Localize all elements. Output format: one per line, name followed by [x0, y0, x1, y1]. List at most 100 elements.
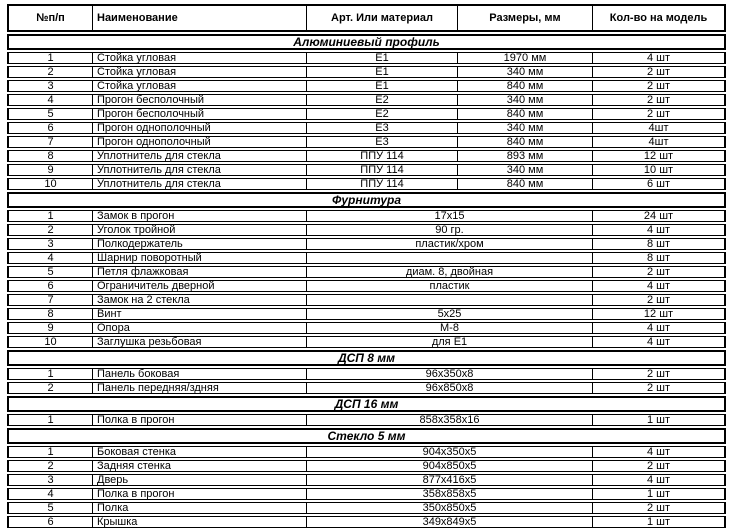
name-cell: Прогон бесполочный [92, 108, 306, 120]
table-row: 7 Прогон однополочный Е3 840 мм 4шт [7, 136, 726, 148]
qty-cell: 2 шт [592, 266, 726, 278]
name-cell: Стойка угловая [92, 52, 306, 64]
qty-cell: 2 шт [592, 368, 726, 380]
section-title: Стекло 5 мм [7, 428, 726, 444]
spec-cell [306, 294, 592, 306]
table-row: 6 Ограничитель дверной пластик 4 шт [7, 280, 726, 292]
article-cell: Е3 [306, 136, 457, 148]
spec-cell: 858х358х16 [306, 414, 592, 426]
column-header-size: Размеры, мм [457, 4, 592, 32]
qty-cell: 12 шт [592, 308, 726, 320]
size-cell: 840 мм [457, 136, 592, 148]
name-cell: Боковая стенка [92, 446, 306, 458]
qty-cell: 1 шт [592, 414, 726, 426]
table-row: 3 Полкодержатель пластик/хром 8 шт [7, 238, 726, 250]
table-row: 4 Прогон бесполочный Е2 340 мм 2 шт [7, 94, 726, 106]
name-cell: Панель передняя/здняя [92, 382, 306, 394]
size-cell: 1970 мм [457, 52, 592, 64]
qty-cell: 2 шт [592, 108, 726, 120]
row-num-cell: 9 [7, 164, 92, 176]
row-num-cell: 10 [7, 178, 92, 190]
spec-cell: для Е1 [306, 336, 592, 348]
row-num-cell: 3 [7, 238, 92, 250]
qty-cell: 10 шт [592, 164, 726, 176]
row-num-cell: 2 [7, 460, 92, 472]
qty-cell: 2 шт [592, 294, 726, 306]
table-row: 2 Уголок тройной 90 гр. 4 шт [7, 224, 726, 236]
table-row: 3 Дверь 877х416х5 4 шт [7, 474, 726, 486]
row-num-cell: 10 [7, 336, 92, 348]
name-cell: Полка в прогон [92, 414, 306, 426]
section-row: ДСП 8 мм [7, 350, 726, 366]
row-num-cell: 2 [7, 66, 92, 78]
spec-cell: 349х849х5 [306, 516, 592, 528]
spec-cell: М-8 [306, 322, 592, 334]
column-header-num: №п/п [7, 4, 92, 32]
name-cell: Петля флажковая [92, 266, 306, 278]
qty-cell: 8 шт [592, 238, 726, 250]
name-cell: Стойка угловая [92, 80, 306, 92]
name-cell: Опора [92, 322, 306, 334]
row-num-cell: 8 [7, 150, 92, 162]
table-row: 9 Опора М-8 4 шт [7, 322, 726, 334]
row-num-cell: 4 [7, 94, 92, 106]
row-num-cell: 4 [7, 252, 92, 264]
qty-cell: 4шт [592, 136, 726, 148]
article-cell: Е1 [306, 80, 457, 92]
qty-cell: 4 шт [592, 474, 726, 486]
table-row: 4 Шарнир поворотный 8 шт [7, 252, 726, 264]
name-cell: Уплотнитель для стекла [92, 178, 306, 190]
table-row: 2 Стойка угловая Е1 340 мм 2 шт [7, 66, 726, 78]
qty-cell: 2 шт [592, 66, 726, 78]
qty-cell: 4 шт [592, 322, 726, 334]
spec-cell: 96х350х8 [306, 368, 592, 380]
row-num-cell: 3 [7, 474, 92, 486]
row-num-cell: 1 [7, 52, 92, 64]
row-num-cell: 1 [7, 210, 92, 222]
name-cell: Уплотнитель для стекла [92, 164, 306, 176]
table-row: 1 Замок в прогон 17х15 24 шт [7, 210, 726, 222]
spec-cell: 96х850х8 [306, 382, 592, 394]
table-row: 2 Панель передняя/здняя 96х850х8 2 шт [7, 382, 726, 394]
column-header-name: Наименование [92, 4, 306, 32]
size-cell: 840 мм [457, 178, 592, 190]
name-cell: Уплотнитель для стекла [92, 150, 306, 162]
spec-cell: 358х858х5 [306, 488, 592, 500]
spec-cell: пластик [306, 280, 592, 292]
size-cell: 340 мм [457, 94, 592, 106]
qty-cell: 4 шт [592, 224, 726, 236]
row-num-cell: 1 [7, 368, 92, 380]
size-cell: 840 мм [457, 80, 592, 92]
qty-cell: 4 шт [592, 336, 726, 348]
table-row: 9 Уплотнитель для стекла ППУ 114 340 мм 10 ш… [7, 164, 726, 176]
table-row: 3 Стойка угловая Е1 840 мм 2 шт [7, 80, 726, 92]
article-cell: Е1 [306, 52, 457, 64]
column-header-article: Арт. Или материал [306, 4, 457, 32]
name-cell: Полка в прогон [92, 488, 306, 500]
table-row: 5 Полка 350х850х5 2 шт [7, 502, 726, 514]
table-row: 8 Винт 5х25 12 шт [7, 308, 726, 320]
table-row: 7 Замок на 2 стекла 2 шт [7, 294, 726, 306]
row-num-cell: 1 [7, 446, 92, 458]
row-num-cell: 6 [7, 516, 92, 528]
table-row: 5 Петля флажковая диам. 8, двойная 2 шт [7, 266, 726, 278]
name-cell: Крышка [92, 516, 306, 528]
qty-cell: 1 шт [592, 516, 726, 528]
section-row: Стекло 5 мм [7, 428, 726, 444]
qty-cell: 4 шт [592, 446, 726, 458]
article-cell: Е2 [306, 94, 457, 106]
article-cell: ППУ 114 [306, 150, 457, 162]
size-cell: 893 мм [457, 150, 592, 162]
name-cell: Уголок тройной [92, 224, 306, 236]
section-row: Алюминиевый профиль [7, 34, 726, 50]
name-cell: Полка [92, 502, 306, 514]
row-num-cell: 3 [7, 80, 92, 92]
row-num-cell: 7 [7, 294, 92, 306]
article-cell: ППУ 114 [306, 178, 457, 190]
row-num-cell: 2 [7, 224, 92, 236]
name-cell: Винт [92, 308, 306, 320]
table-row: 10 Заглушка резьбовая для Е1 4 шт [7, 336, 726, 348]
table-row: 1 Боковая стенка 904х350х5 4 шт [7, 446, 726, 458]
table-row: 10 Уплотнитель для стекла ППУ 114 840 мм 6 ш… [7, 178, 726, 190]
